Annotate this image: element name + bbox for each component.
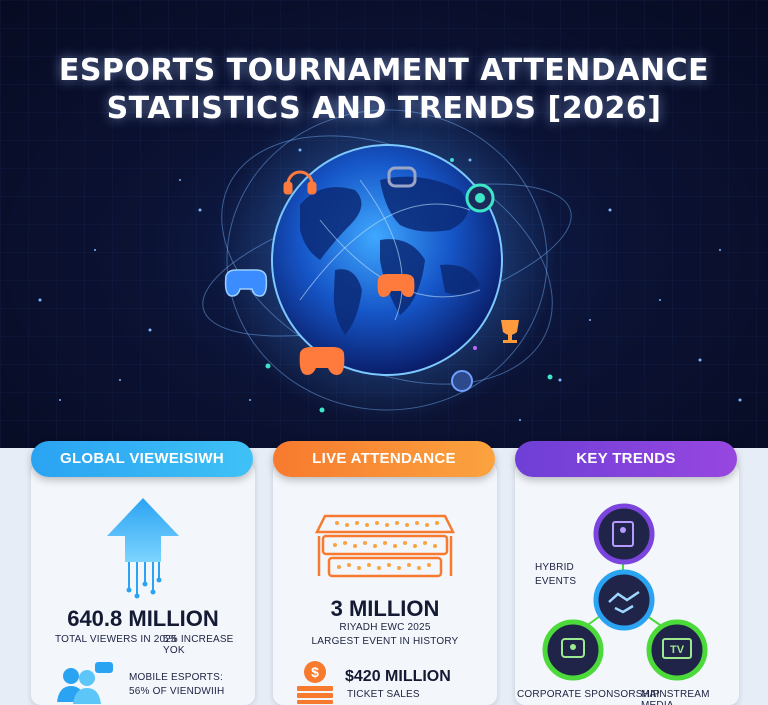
mainstream-media-label: MAINSTREAM MEDIA [641, 689, 710, 705]
tv-icon-label: TV [670, 644, 685, 656]
hybrid-events-label-2: EVENTS [535, 576, 577, 587]
sponsorship-icon [542, 619, 604, 681]
trends-card: TV HYBRID EVENTS CORPORATE SPONSORSHIP M… [515, 462, 739, 705]
viewership-card: 640.8 MILLION TOTAL VIEWERS IN 2025 5% I… [31, 462, 255, 705]
viewership-caption-total: TOTAL VIEWERS IN 2025 [55, 634, 177, 645]
hero-banner: ESPORTS TOURNAMENT ATTENDANCE STATISTICS… [0, 0, 768, 462]
ticket-sales-value: $420 MILLION [345, 668, 451, 685]
tv-icon: TV [646, 619, 708, 681]
mobile-esports-line-1: MOBILE ESPORTS: [129, 672, 223, 683]
ticket-sales-caption: TICKET SALES [347, 689, 420, 700]
trends-diagram: TV [542, 503, 708, 681]
money-icon: $ [297, 661, 333, 704]
corporate-sponsorship-label: CORPORATE SPONSORSHIP [517, 689, 660, 700]
hybrid-events-label-1: HYBRID [535, 562, 574, 573]
title-line-1: ESPORTS TOURNAMENT ATTENDANCE [58, 53, 710, 88]
trophy-icon [501, 320, 519, 343]
attendance-caption-event: RIYADH EWC 2025 [339, 622, 431, 633]
vr-headset-icon [387, 166, 417, 188]
stadium-icon [314, 514, 456, 578]
growth-arrow-icon [107, 498, 179, 599]
title-line-2: STATISTICS AND TRENDS [2026] [106, 91, 662, 126]
attendance-caption-history: LARGEST EVENT IN HISTORY [311, 636, 459, 647]
users-icon [57, 662, 113, 704]
viewership-header: GLOBAL VIEWEISIWH [31, 441, 253, 477]
viewership-value: 640.8 MILLION [67, 606, 219, 631]
globe-illustration [38, 85, 742, 425]
hybrid-events-icon [593, 503, 655, 565]
camera-icon [465, 183, 495, 213]
page-title: ESPORTS TOURNAMENT ATTENDANCE STATISTICS… [0, 52, 768, 128]
viewership-caption-increase: 5% INCREASE YOK [163, 634, 234, 656]
mobile-esports-line-2: 56% OF VIENDWIIH [129, 686, 225, 697]
controller-icon [299, 347, 345, 375]
controller-icon [224, 269, 268, 297]
headphones-icon [283, 170, 317, 195]
globe-icon [451, 370, 473, 392]
attendance-card: 3 MILLION RIYADH EWC 2025 LARGEST EVENT … [273, 462, 497, 705]
svg-text:$: $ [311, 664, 319, 680]
attendance-header: LIVE ATTENDANCE [273, 441, 495, 477]
attendance-value: 3 MILLION [330, 596, 440, 621]
trends-header: KEY TRENDS [515, 441, 737, 477]
controller-icon [377, 274, 415, 297]
handshake-icon [593, 569, 655, 631]
